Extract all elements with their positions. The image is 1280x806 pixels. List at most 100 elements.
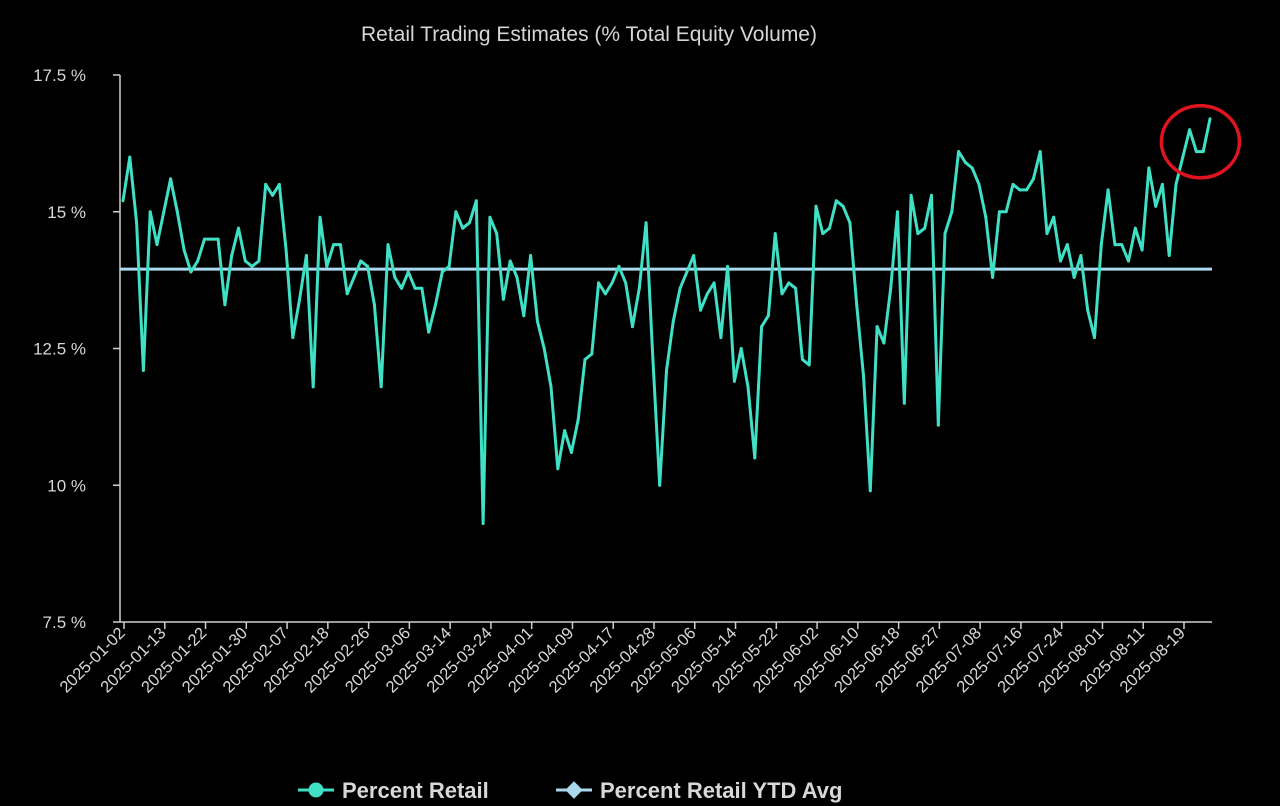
data-point (318, 215, 322, 219)
data-point (1120, 243, 1124, 247)
series-percent-retail (121, 118, 1212, 525)
data-point (624, 281, 628, 285)
data-point (1025, 188, 1029, 192)
data-point (481, 522, 485, 525)
data-point (909, 193, 913, 197)
data-point (1167, 254, 1171, 257)
data-point (325, 264, 329, 268)
data-point (182, 248, 186, 252)
data-point (386, 243, 390, 247)
data-point (712, 281, 716, 285)
data-point (991, 275, 995, 279)
data-point (923, 226, 927, 230)
data-point (508, 259, 512, 263)
data-point (345, 292, 349, 296)
data-point (957, 150, 961, 154)
data-point (760, 325, 764, 329)
data-point (841, 204, 845, 208)
data-point (834, 199, 838, 203)
data-point (930, 193, 933, 197)
data-point (271, 193, 274, 197)
data-point (862, 374, 865, 378)
data-point (1201, 150, 1205, 154)
data-point (209, 237, 213, 241)
data-point (1065, 243, 1069, 247)
data-point (400, 286, 403, 290)
y-tick-label: 7.5 % (43, 613, 86, 632)
data-point (1031, 177, 1035, 181)
data-point (671, 319, 675, 323)
data-point (1099, 243, 1103, 247)
y-tick-label: 10 % (47, 476, 86, 495)
data-point (814, 204, 818, 208)
data-point (250, 264, 254, 268)
data-point (631, 325, 634, 329)
data-point (563, 429, 567, 433)
data-point (277, 182, 281, 186)
data-point (121, 199, 125, 203)
data-point (135, 221, 139, 225)
data-point (155, 243, 159, 247)
data-point (1052, 215, 1056, 219)
data-point (896, 210, 899, 214)
data-point (284, 248, 288, 252)
data-point (495, 232, 499, 236)
data-point (644, 221, 648, 225)
data-point (488, 215, 492, 219)
y-axis: 7.5 % 10 % 12.5 % 15 % 17.5 % (33, 66, 121, 632)
data-point (590, 352, 594, 356)
data-point (393, 275, 397, 279)
data-point (807, 363, 811, 367)
data-point (739, 347, 743, 350)
data-point (359, 259, 363, 263)
data-point (597, 281, 601, 285)
y-tick-label: 17.5 % (33, 66, 86, 85)
data-point (515, 275, 519, 279)
data-point (855, 303, 859, 307)
data-point (902, 401, 906, 405)
data-point (264, 182, 268, 186)
data-point (427, 330, 431, 334)
data-point (1127, 259, 1130, 263)
data-point (332, 243, 336, 247)
data-point (1188, 128, 1192, 132)
data-point (780, 292, 784, 296)
data-point (203, 237, 206, 241)
data-point (692, 254, 696, 257)
data-point (1086, 308, 1090, 312)
data-point (610, 281, 614, 285)
data-point (678, 286, 682, 290)
data-point (576, 418, 580, 422)
data-point (719, 336, 723, 340)
data-point (474, 199, 478, 203)
data-point (970, 166, 974, 170)
data-point (196, 259, 200, 263)
data-point (379, 385, 383, 389)
highlight-circle (1159, 103, 1242, 180)
data-point (977, 182, 981, 186)
data-point (440, 270, 444, 274)
data-point (583, 357, 587, 361)
data-point (1004, 210, 1008, 214)
data-point (413, 286, 417, 290)
data-point (447, 264, 451, 268)
data-point (753, 456, 757, 460)
data-point (726, 264, 730, 268)
data-point (746, 385, 750, 389)
legend-label-percent-retail: Percent Retail (342, 778, 489, 803)
data-point (1011, 182, 1015, 186)
legend: Percent Retail Percent Retail YTD Avg (298, 778, 842, 803)
data-point (1160, 182, 1164, 186)
data-point (1072, 275, 1076, 279)
legend-marker-percent-retail (308, 782, 324, 798)
data-point (311, 385, 315, 389)
y-tick-label: 12.5 % (33, 340, 86, 359)
data-point (1059, 259, 1062, 263)
data-point (637, 286, 641, 290)
data-point (569, 450, 573, 454)
data-point (556, 467, 560, 471)
data-point (216, 237, 220, 241)
data-point (651, 357, 655, 361)
data-point (1194, 150, 1198, 154)
data-point (304, 254, 308, 257)
